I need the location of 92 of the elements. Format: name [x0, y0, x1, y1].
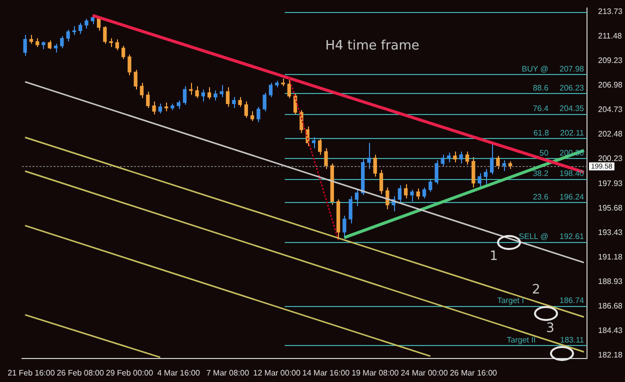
candlestick [373, 154, 377, 178]
candlestick [354, 189, 359, 206]
candlestick [195, 86, 199, 99]
candlestick [287, 76, 291, 99]
y-tick-label: 213.73 [598, 7, 624, 16]
y-tick-label: 204.73 [598, 105, 624, 114]
candlestick [446, 152, 451, 163]
x-tick-label: 19 Mar 08:00 [352, 368, 400, 378]
ref-line-label: Target I 186.74 [497, 296, 585, 305]
candlestick [214, 90, 218, 101]
y-tick-label: 191.18 [598, 252, 624, 262]
candlestick [78, 22, 82, 34]
candlestick [453, 151, 457, 163]
candlestick [398, 184, 402, 204]
candlestick [66, 29, 70, 42]
candlestick [379, 170, 384, 194]
candlestick [484, 168, 488, 185]
candlestick [416, 188, 420, 200]
candlestick [496, 155, 500, 170]
candlestick [140, 82, 144, 99]
candlestick [268, 82, 273, 98]
ref-line-label: 61.8 202.11 [533, 128, 585, 138]
y-tick-label: 197.93 [598, 179, 624, 188]
candlestick [410, 189, 414, 202]
candlestick [244, 100, 248, 118]
y-tick-label: 186.68 [598, 302, 624, 311]
candlestick [490, 142, 494, 175]
candlestick [103, 26, 107, 44]
ref-line-label: 23.6 196.24 [532, 192, 585, 202]
annotation: 1 [490, 249, 498, 264]
candlestick [428, 178, 432, 192]
x-tick-label: 12 Mar 00:00 [253, 368, 301, 378]
candlestick [478, 172, 482, 188]
candlestick [434, 160, 438, 185]
y-tick-label: 188.93 [598, 277, 624, 286]
ref-line-label: Target II 183.11 [506, 335, 585, 344]
candlestick [459, 151, 463, 164]
candlestick [404, 184, 408, 199]
candlestick [23, 34, 27, 56]
candlestick [128, 54, 132, 76]
candlestick [318, 138, 322, 156]
candlestick [472, 156, 476, 188]
candlestick [122, 45, 126, 60]
candlestick [440, 154, 445, 168]
candlestick [226, 86, 230, 108]
y-tick-label: 184.43 [598, 326, 624, 336]
candlestick [232, 96, 236, 108]
candlestick [189, 82, 193, 96]
y-tick-label: 195.68 [598, 204, 624, 213]
candlestick [201, 88, 205, 102]
x-tick-label: 29 Feb 00:00 [106, 368, 154, 378]
candlestick [324, 148, 328, 170]
x-tick-label: 26 Feb 08:00 [56, 368, 104, 378]
candlestick [262, 92, 266, 112]
candlestick [238, 96, 242, 108]
candlestick [422, 186, 426, 199]
y-tick-label: 206.98 [598, 80, 624, 90]
candlestick [256, 106, 260, 123]
x-tick-label: 24 Mar 00:00 [400, 368, 448, 378]
y-tick-label: 211.48 [598, 32, 622, 41]
x-tick-label: 21 Feb 16:00 [8, 368, 56, 378]
y-tick-label: 182.18 [598, 350, 624, 360]
candlestick [84, 18, 88, 29]
candlestick [152, 100, 156, 116]
x-tick-label: 26 Mar 16:00 [450, 368, 498, 378]
ref-line-label: BUY @ 207.98 [522, 64, 585, 74]
candlestick [465, 151, 470, 166]
y-tick-label: 202.48 [598, 130, 624, 139]
x-tick-label: 7 Mar 08:00 [206, 368, 250, 378]
x-tick-label: 4 Mar 16:00 [157, 368, 200, 378]
ref-line-label: 88.6 206.23 [532, 84, 585, 93]
y-tick-label: 193.43 [598, 228, 624, 238]
annotation: 2 [532, 282, 540, 298]
candlestick [348, 196, 352, 224]
candlestick [60, 36, 64, 49]
ref-line-label: 38.2 198.40 [532, 168, 585, 178]
candlestick [207, 86, 212, 100]
x-tick-label: 14 Mar 16:00 [302, 368, 350, 378]
ref-line-label: SELL @ 192.61 [518, 232, 585, 241]
y-tick-label: 200.23 [598, 154, 624, 164]
annotation: H4 time frame [325, 38, 420, 54]
candlestick [182, 86, 187, 106]
candlestick [367, 142, 371, 170]
candlestick [158, 103, 162, 114]
candlestick [146, 91, 150, 108]
candlestick [115, 38, 120, 51]
candlestick [502, 160, 506, 172]
y-tick-label: 209.23 [598, 56, 624, 66]
candlestick [342, 215, 346, 240]
ref-line-label: 76.4 204.35 [532, 104, 585, 114]
annotation: 3 [546, 320, 554, 336]
candlestick [134, 69, 138, 90]
